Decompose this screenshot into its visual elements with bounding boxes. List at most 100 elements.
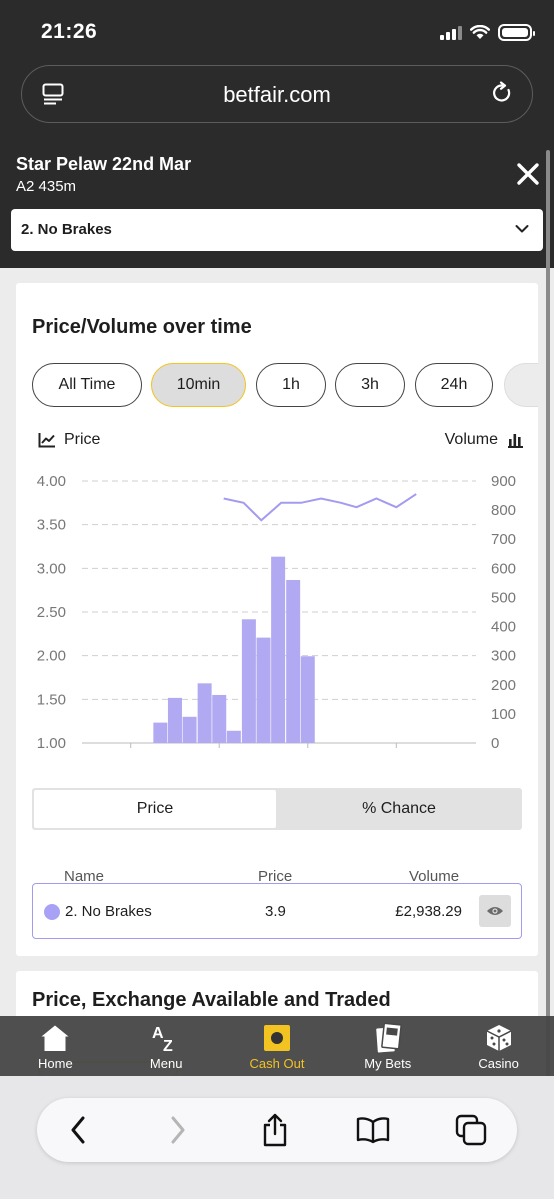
market-header: Star Pelaw 22nd Mar A2 435m 2. No Brakes <box>0 140 554 268</box>
chevron-left-icon <box>71 1116 85 1144</box>
reload-icon[interactable] <box>490 81 514 105</box>
cellular-signal-icon <box>440 25 462 40</box>
x-tick-label: 21:24.26 <box>279 760 337 763</box>
line-chart-icon <box>38 433 55 448</box>
x-tick-label: 21:26.26 <box>367 760 425 763</box>
share-icon <box>263 1113 287 1147</box>
volume-bar <box>286 579 301 743</box>
series-color-dot <box>44 904 60 920</box>
price-tick-label: 1.50 <box>37 691 66 708</box>
price-tick-label: 1.00 <box>37 735 66 752</box>
price-axis-label: Price <box>64 431 101 448</box>
browser-toolbar <box>0 1076 554 1199</box>
runner-dropdown-value: 2. No Brakes <box>21 221 112 238</box>
nav-my-bets[interactable]: My Bets <box>332 1016 443 1076</box>
bar-chart-icon <box>508 434 523 448</box>
volume-tick-label: 300 <box>491 648 516 665</box>
volume-bar <box>300 656 315 743</box>
status-bar: 21:26 <box>0 0 554 60</box>
volume-axis-label: Volume <box>444 431 498 448</box>
filter-all-time[interactable]: All Time <box>32 363 142 407</box>
tabs-icon <box>455 1114 487 1146</box>
dice-icon <box>486 1025 511 1051</box>
volume-tick-label: 400 <box>491 619 516 636</box>
address-bar[interactable]: betfair.com <box>21 65 533 123</box>
volume-bar <box>153 722 168 743</box>
back-button[interactable] <box>58 1112 98 1148</box>
filter-3h[interactable]: 3h <box>335 363 405 407</box>
price-line <box>223 493 417 522</box>
page-menu-icon[interactable] <box>42 83 64 105</box>
scrollbar[interactable] <box>546 150 550 1090</box>
a-z-menu-icon: A Z <box>152 1025 173 1053</box>
exchange-card-title: Price, Exchange Available and Traded <box>32 989 391 1011</box>
eye-icon <box>487 907 503 915</box>
view-toggle: Price % Chance <box>32 788 522 830</box>
price-volume-card: Price/Volume over time All Time 10min 1h… <box>16 283 538 956</box>
toggle-chance[interactable]: % Chance <box>362 800 436 817</box>
volume-tick-label: 500 <box>491 589 516 606</box>
app-bottom-nav: Home A Z Menu Cash Out My Bets <box>0 1016 554 1076</box>
time-filter-tabs: All Time 10min 1h 3h 24h <box>32 363 538 407</box>
price-tick-label: 3.00 <box>37 560 66 577</box>
forward-button[interactable] <box>158 1112 198 1148</box>
filter-24h[interactable]: 24h <box>415 363 493 407</box>
filter-1h[interactable]: 1h <box>256 363 326 407</box>
filter-more[interactable] <box>504 363 538 407</box>
volume-tick-label: 100 <box>491 706 516 723</box>
runner-dropdown[interactable]: 2. No Brakes <box>11 209 543 251</box>
volume-tick-label: 200 <box>491 677 516 694</box>
volume-bar <box>197 683 212 743</box>
battery-icon <box>498 24 535 41</box>
volume-bar <box>226 730 241 743</box>
volume-tick-label: 800 <box>491 502 516 519</box>
volume-bar <box>182 716 197 743</box>
toggle-price[interactable]: Price <box>34 790 276 828</box>
status-icons <box>440 24 535 41</box>
volume-bar <box>271 556 286 743</box>
volume-bar <box>241 619 256 743</box>
nav-cash-out[interactable]: Cash Out <box>222 1016 333 1076</box>
price-tick-label: 3.50 <box>37 517 66 534</box>
price-tick-label: 2.00 <box>37 648 66 665</box>
cash-out-icon <box>263 1025 290 1051</box>
svg-text:Z: Z <box>163 1038 173 1053</box>
table-row: 2. No Brakes 3.9 £2,938.29 <box>32 883 522 939</box>
url-text[interactable]: betfair.com <box>223 82 331 107</box>
volume-tick-label: 0 <box>491 735 499 752</box>
nav-cash-out-label: Cash Out <box>249 1056 305 1071</box>
browser-toolbar-pill <box>37 1098 517 1162</box>
runner-volume: £2,938.29 <box>395 903 462 920</box>
nav-home[interactable]: Home <box>0 1016 111 1076</box>
nav-my-bets-label: My Bets <box>364 1056 412 1071</box>
tabs-button[interactable] <box>451 1112 491 1148</box>
nav-casino[interactable]: Casino <box>443 1016 554 1076</box>
header-price: Price <box>258 868 293 885</box>
visibility-toggle-button[interactable] <box>479 895 511 927</box>
close-icon[interactable] <box>516 162 540 186</box>
chevron-down-icon <box>515 225 529 233</box>
volume-bar <box>256 637 271 743</box>
nav-casino-label: Casino <box>478 1056 519 1071</box>
volume-tick-label: 900 <box>491 473 516 490</box>
runner-price: 3.9 <box>265 903 286 920</box>
x-tick-label: 21:20.26 <box>102 760 160 763</box>
price-axis-header: Price <box>38 431 100 449</box>
volume-tick-label: 700 <box>491 531 516 548</box>
nav-menu-label: Menu <box>149 1056 183 1071</box>
wifi-icon <box>470 25 490 39</box>
nav-home-label: Home <box>38 1056 73 1071</box>
market-subtitle: A2 435m <box>16 178 77 195</box>
main-content[interactable]: Price/Volume over time All Time 10min 1h… <box>0 268 554 1088</box>
volume-tick-label: 600 <box>491 560 516 577</box>
volume-bar <box>167 697 182 743</box>
filter-10min[interactable]: 10min <box>151 363 246 407</box>
header-name: Name <box>64 868 105 885</box>
chevron-right-icon <box>171 1116 185 1144</box>
nav-menu[interactable]: A Z Menu <box>111 1016 222 1076</box>
bookmarks-button[interactable] <box>353 1112 393 1148</box>
volume-bar <box>212 694 227 743</box>
card-title: Price/Volume over time <box>32 316 252 338</box>
market-title: Star Pelaw 22nd Mar <box>16 154 192 174</box>
share-button[interactable] <box>255 1112 295 1148</box>
